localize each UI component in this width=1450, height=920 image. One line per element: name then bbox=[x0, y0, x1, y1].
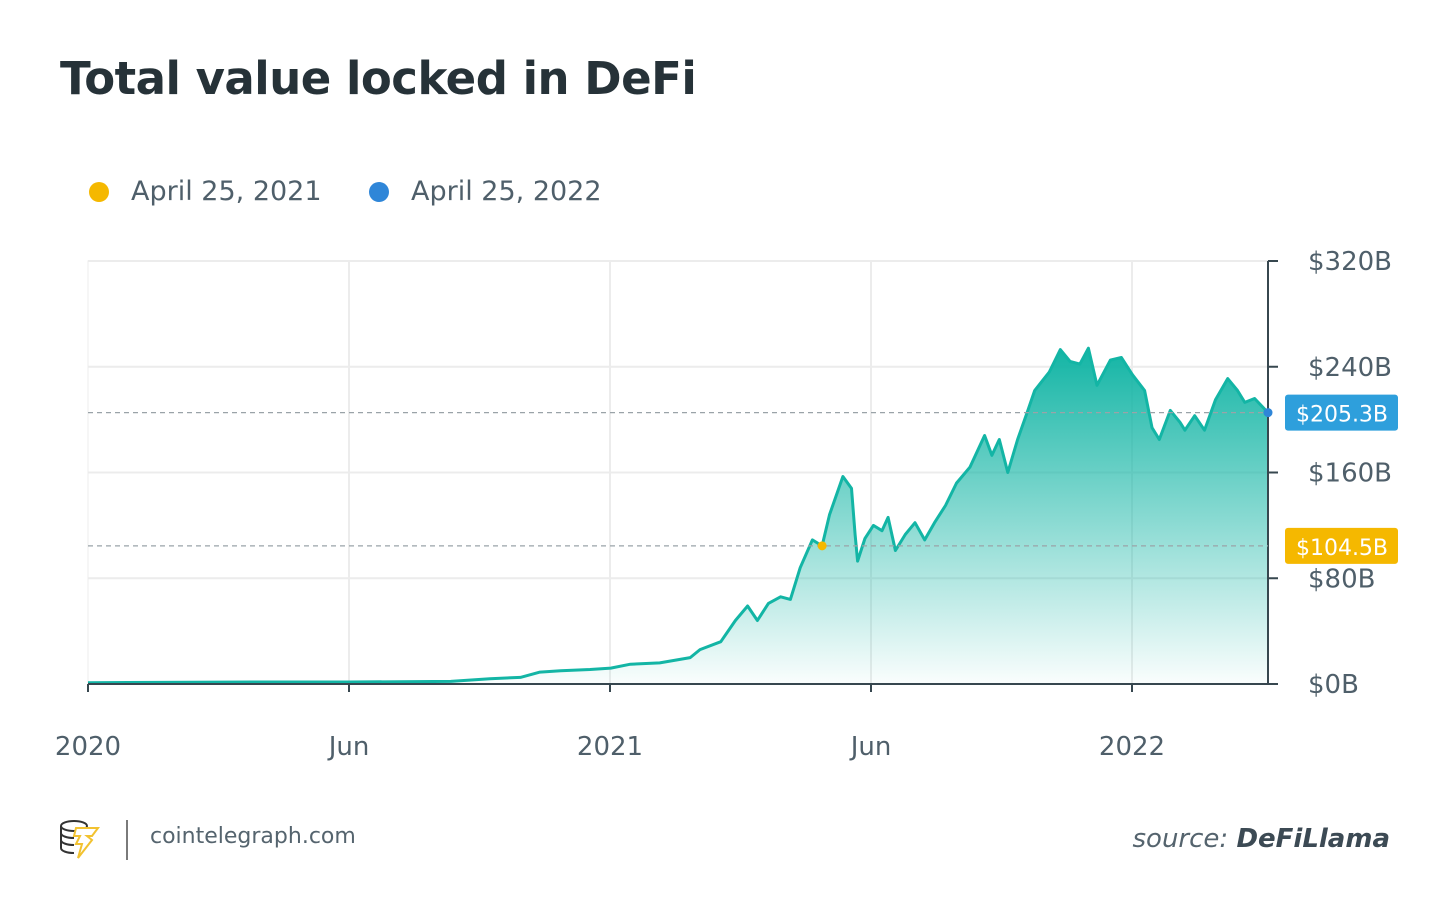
x-tick-label: Jun bbox=[327, 732, 370, 762]
site-name: cointelegraph.com bbox=[150, 824, 356, 849]
y-tick-label: $320B bbox=[1308, 247, 1392, 277]
x-tick-label: 2022 bbox=[1099, 732, 1165, 762]
tvl-area bbox=[88, 348, 1268, 684]
x-tick-label: Jun bbox=[849, 732, 892, 762]
y-tick-label: $240B bbox=[1308, 353, 1392, 383]
legend-label: April 25, 2021 bbox=[131, 176, 322, 207]
value-badge-label: $104.5B bbox=[1296, 536, 1388, 561]
marker-point bbox=[817, 541, 827, 551]
y-tick-label: $80B bbox=[1308, 564, 1375, 594]
cointelegraph-logo-icon bbox=[60, 820, 100, 859]
tvl-line bbox=[87, 346, 1270, 685]
legend-dot-icon bbox=[89, 181, 109, 202]
chart-title: Total value locked in DeFi bbox=[60, 52, 697, 105]
legend-item-2021: April 25, 2021 bbox=[89, 176, 322, 207]
footer-separator bbox=[126, 820, 128, 860]
value-badge-label: $205.3B bbox=[1296, 403, 1388, 428]
value-badge bbox=[1285, 527, 1398, 564]
source-prefix: source: bbox=[1132, 824, 1229, 854]
y-tick-label: $160B bbox=[1308, 459, 1392, 489]
y-tick-label: $0B bbox=[1308, 670, 1359, 700]
source-credit: source: DeFiLlama bbox=[1133, 824, 1391, 854]
marker-point bbox=[1263, 408, 1273, 418]
x-tick-label: 2021 bbox=[577, 732, 643, 762]
value-badge bbox=[1285, 394, 1398, 431]
legend-item-2022: April 25, 2022 bbox=[369, 176, 602, 207]
legend-dot-icon bbox=[369, 181, 389, 202]
x-tick-label: 2020 bbox=[55, 732, 121, 762]
legend-label: April 25, 2022 bbox=[411, 176, 602, 207]
source-name: DeFiLlama bbox=[1236, 824, 1390, 854]
